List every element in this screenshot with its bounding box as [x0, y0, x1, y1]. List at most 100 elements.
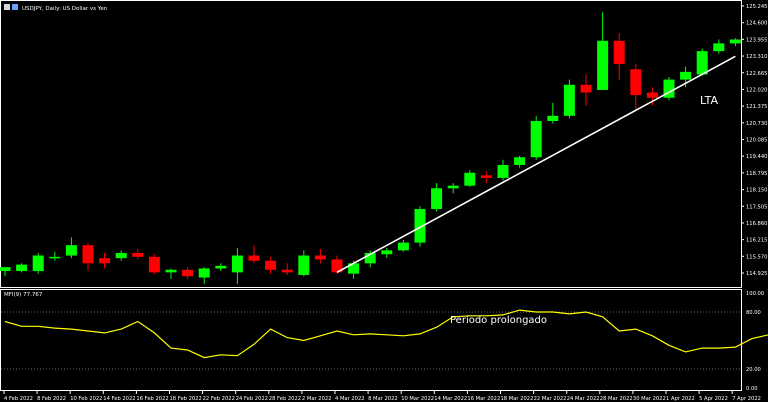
candle — [115, 250, 127, 261]
trendline-lta[interactable] — [336, 55, 736, 274]
candle-body-bull — [115, 252, 127, 259]
price-axis-label: 118.150 — [746, 188, 767, 194]
candle-body-bear — [314, 255, 326, 260]
candle — [580, 74, 592, 106]
candle-body-bull — [32, 255, 44, 272]
candle — [0, 267, 11, 277]
candle-body-bull — [165, 269, 177, 273]
price-panel-frame — [0, 0, 742, 288]
candle-body-bear — [182, 269, 194, 277]
time-axis-label: 24 Feb 2022 — [236, 396, 268, 402]
time-axis-label: 14 Feb 2022 — [103, 396, 135, 402]
candlesticks — [0, 12, 741, 284]
price-axis-label: 123.955 — [746, 37, 767, 43]
candle-body-bull — [447, 185, 459, 189]
price-axis-label: 116.215 — [746, 238, 767, 244]
time-axis-label: 7 Apr 2022 — [732, 396, 761, 402]
time-axis: 4 Feb 2022 8 Feb 2022 10 Feb 2022 14 Feb 20… — [3, 391, 761, 402]
candle — [165, 268, 177, 279]
candle-body-bull — [597, 40, 609, 90]
candle-body-bull — [364, 252, 376, 264]
candle — [597, 12, 609, 90]
candle-body-bull — [231, 255, 243, 273]
candle-body-bull — [298, 255, 310, 275]
candle — [132, 249, 144, 260]
candle — [547, 102, 559, 124]
candle-body-bear — [82, 245, 94, 264]
window-icon — [4, 4, 10, 10]
price-axis-label: 118.795 — [746, 171, 767, 177]
price-axis-label: 114.925 — [746, 271, 767, 277]
time-axis-label: 10 Mar 2022 — [401, 396, 434, 402]
chart-type-icon — [12, 4, 18, 10]
candle — [613, 33, 625, 80]
candle-body-bull — [713, 43, 725, 52]
mfi-line — [4, 309, 768, 359]
time-axis-label: 30 Mar 2022 — [633, 396, 666, 402]
candle — [480, 171, 492, 184]
indicator-level-label: 20.00 — [746, 367, 761, 373]
candle — [281, 263, 293, 275]
candle — [215, 263, 227, 272]
candle — [729, 38, 741, 46]
candle-body-bull — [65, 245, 77, 256]
time-axis-label: 28 Mar 2022 — [600, 396, 633, 402]
candle — [248, 245, 260, 264]
time-axis-label: 24 Mar 2022 — [567, 396, 600, 402]
price-panel[interactable]: USDJPY, Daily: US Dollar vs Yen LTA — [0, 0, 742, 288]
indicator-level-label: 0.00 — [746, 386, 758, 392]
candle-body-bear — [99, 258, 111, 264]
candle-body-bull — [381, 250, 393, 255]
trendline-label: LTA — [700, 94, 718, 107]
candle-body-bear — [148, 256, 160, 273]
price-axis-label: 117.505 — [746, 204, 767, 210]
candle-body-bull — [680, 71, 692, 80]
candle — [298, 250, 310, 277]
time-axis-label: 18 Mar 2022 — [501, 396, 534, 402]
candle — [414, 206, 426, 247]
price-axis-label: 124.600 — [746, 21, 767, 27]
price-axis-label: 120.085 — [746, 138, 767, 144]
candle-body-bull — [0, 267, 11, 272]
price-axis-label: 116.860 — [746, 221, 767, 227]
candle-body-bear — [248, 255, 260, 261]
indicator-panel[interactable]: MFI(9) 77.767 100.00 80.00 20.00 0.00 Perío… — [0, 289, 768, 393]
candle — [713, 39, 725, 54]
time-axis-label: 18 Feb 2022 — [170, 396, 202, 402]
candle — [514, 155, 526, 168]
time-axis-label: 16 Mar 2022 — [467, 396, 500, 402]
candle — [148, 254, 160, 274]
time-axis-label: 14 Mar 2022 — [434, 396, 467, 402]
candle-body-bull — [397, 242, 409, 251]
candle — [646, 87, 658, 106]
indicator-level-label: 100.00 — [746, 291, 764, 297]
time-axis-label: 8 Feb 2022 — [37, 396, 66, 402]
candle — [231, 247, 243, 284]
indicator-panel-frame — [0, 289, 742, 391]
candle-body-bull — [514, 157, 526, 165]
candle-body-bear — [331, 259, 343, 273]
candle — [32, 252, 44, 274]
price-axis-label: 120.730 — [746, 121, 767, 127]
candle-body-bear — [281, 269, 293, 273]
candle-body-bear — [630, 69, 642, 96]
candle — [265, 256, 277, 274]
time-axis-label: 10 Feb 2022 — [70, 396, 102, 402]
time-axis-label: 4 Feb 2022 — [4, 396, 33, 402]
price-axis-label: 122.665 — [746, 71, 767, 77]
price-axis-label: 119.440 — [746, 154, 767, 160]
trendline-segment[interactable] — [336, 55, 736, 274]
symbol-header: USDJPY, Daily: US Dollar vs Yen — [4, 4, 108, 12]
price-axis-label: 123.310 — [746, 54, 767, 60]
time-axis-label: 28 Feb 2022 — [269, 396, 301, 402]
candle-body-bull — [547, 115, 559, 122]
candle — [314, 249, 326, 264]
candle — [464, 170, 476, 187]
candle-body-bull — [729, 39, 741, 44]
indicator-levels: 100.00 80.00 20.00 0.00 — [1, 291, 764, 392]
indicator-note: Período prolongado — [450, 314, 547, 326]
candle-body-bull — [49, 256, 61, 259]
candle-body-bear — [646, 92, 658, 98]
candle-body-bull — [431, 188, 443, 209]
